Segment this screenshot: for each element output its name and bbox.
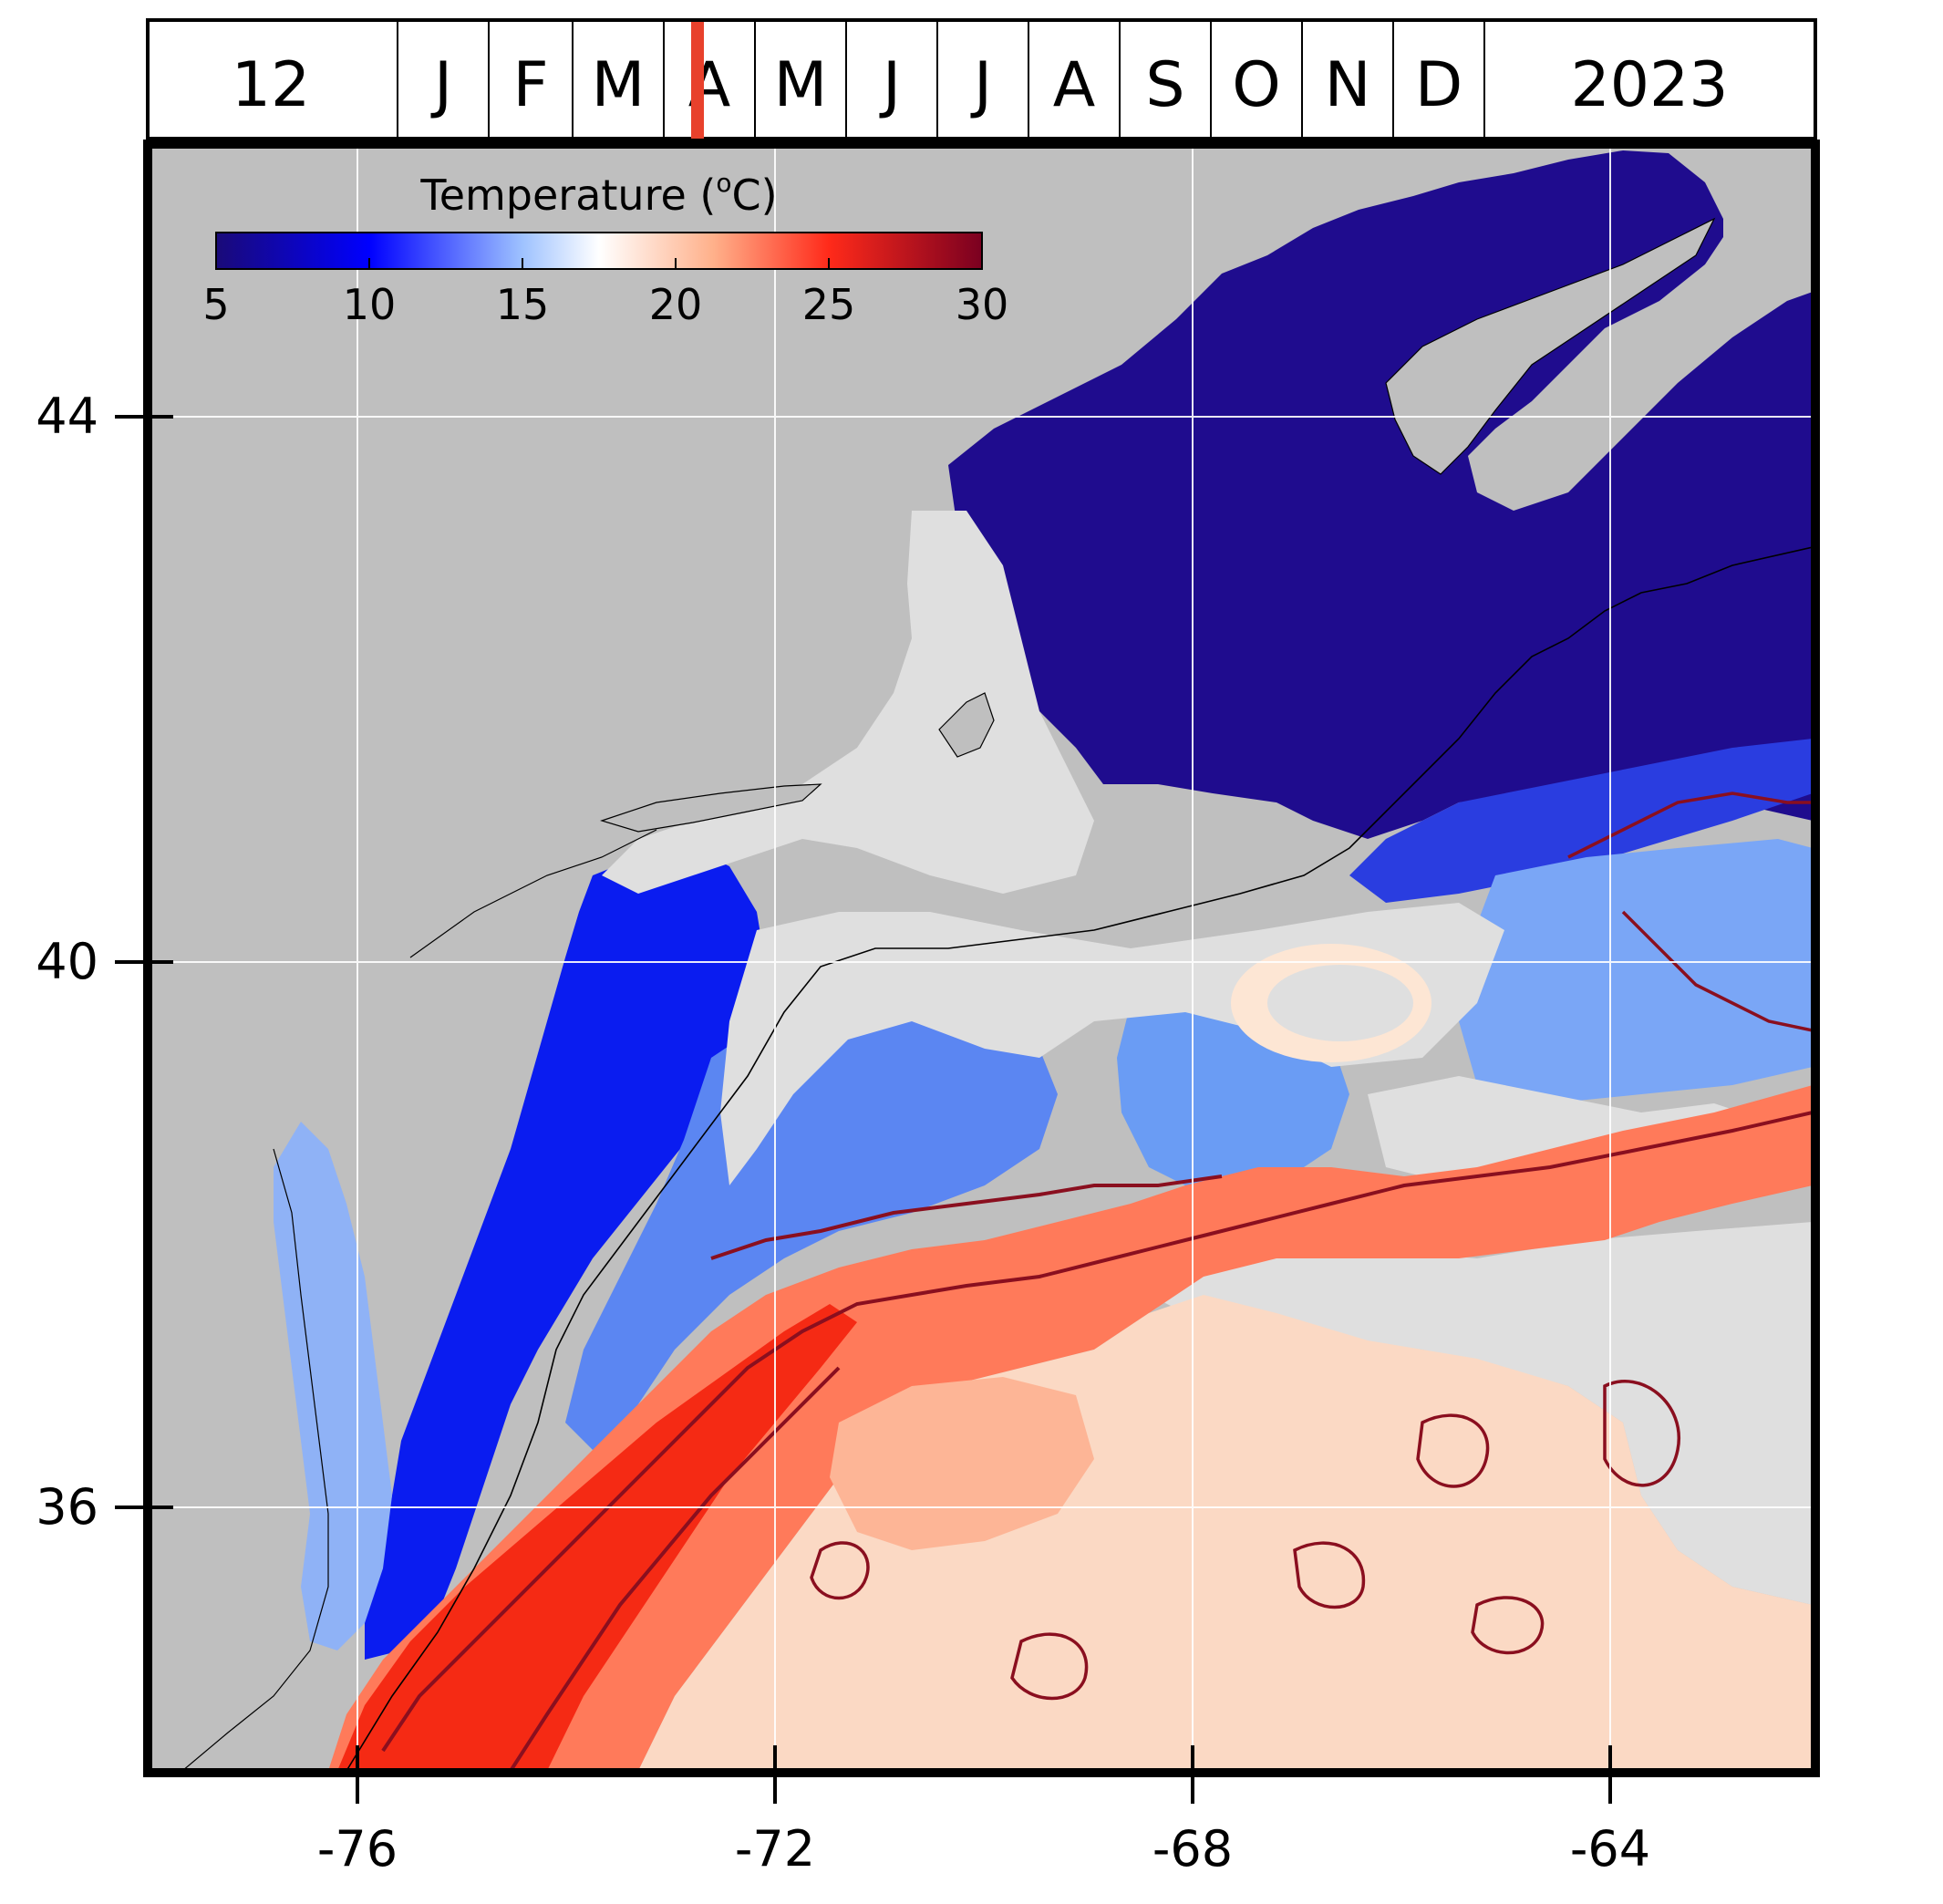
colorbar-title: Temperature (oC) (419, 168, 777, 220)
timeline-month-8: S (1145, 49, 1184, 121)
gulf-stream-hot-core (337, 1304, 857, 1771)
contour-25c-eddies (810, 1380, 1681, 1701)
cold-water-gulf-of-maine (948, 150, 1813, 839)
coastline (181, 829, 657, 1771)
timeline-month-4: M (774, 49, 828, 121)
timeline-month-1: F (512, 49, 548, 121)
no-data-cloud-shelf (602, 511, 1094, 894)
colorbar-tick-label: 25 (802, 280, 856, 329)
timeline-month-9: O (1232, 49, 1281, 121)
colorbar-tick-label: 30 (956, 280, 1009, 329)
timeline-month-5: J (879, 49, 901, 121)
y-tick-label: 40 (36, 933, 98, 990)
land-nova-scotia (1385, 217, 1716, 475)
colorbar-tick-label: 10 (343, 280, 397, 329)
no-data-cloud-southeast (1149, 1222, 1813, 1605)
land-long-island (600, 783, 822, 833)
timeline-month-2: M (592, 49, 646, 121)
x-tick-label: -64 (1570, 1820, 1650, 1878)
colorbar-tick-label: 20 (649, 280, 703, 329)
land-cape-cod (938, 692, 995, 758)
colorbar (215, 232, 983, 270)
current-date-marker (691, 22, 704, 139)
x-tick-label: -72 (735, 1820, 815, 1878)
cool-water-east-slope (1459, 839, 1813, 1103)
timeline-day: 12 (232, 49, 311, 121)
map-frame (143, 140, 1820, 1777)
warm-core-ring-inner (1267, 965, 1413, 1041)
graticule (150, 146, 1813, 1771)
contour-25c-shelf-edge (381, 1111, 1813, 1753)
coastal-bay-water (274, 1122, 392, 1650)
y-tick-label: 36 (36, 1478, 98, 1536)
colorbar-tick-label: 5 (202, 280, 229, 329)
timeline-month-7: A (1053, 49, 1096, 121)
timeline-month-11: D (1415, 49, 1462, 121)
x-tick-label: -76 (317, 1820, 398, 1878)
gulf-stream-warm-core (328, 1085, 1813, 1771)
contour-25c-south-edge (509, 1366, 841, 1771)
map-panel (150, 146, 1813, 1771)
timeline-month-0: J (430, 49, 452, 121)
x-tick-label: -68 (1152, 1820, 1233, 1878)
contour-25c-north-wall (710, 1174, 1223, 1260)
shelf-break-isobath (346, 546, 1813, 1771)
y-tick-label: 44 (36, 388, 98, 445)
cool-water-slope (1349, 739, 1813, 903)
timeline-month-6: J (970, 49, 992, 121)
contour-25c-east (1567, 792, 1813, 1032)
colorbar-gradient (215, 232, 983, 270)
cool-water-slope-west (565, 985, 1058, 1459)
colorbar-tick-label: 15 (496, 280, 550, 329)
timeline-month-10: N (1325, 49, 1371, 121)
timeline-year: 2023 (1570, 49, 1728, 121)
cold-water-mid-atlantic-shelf (365, 848, 766, 1660)
